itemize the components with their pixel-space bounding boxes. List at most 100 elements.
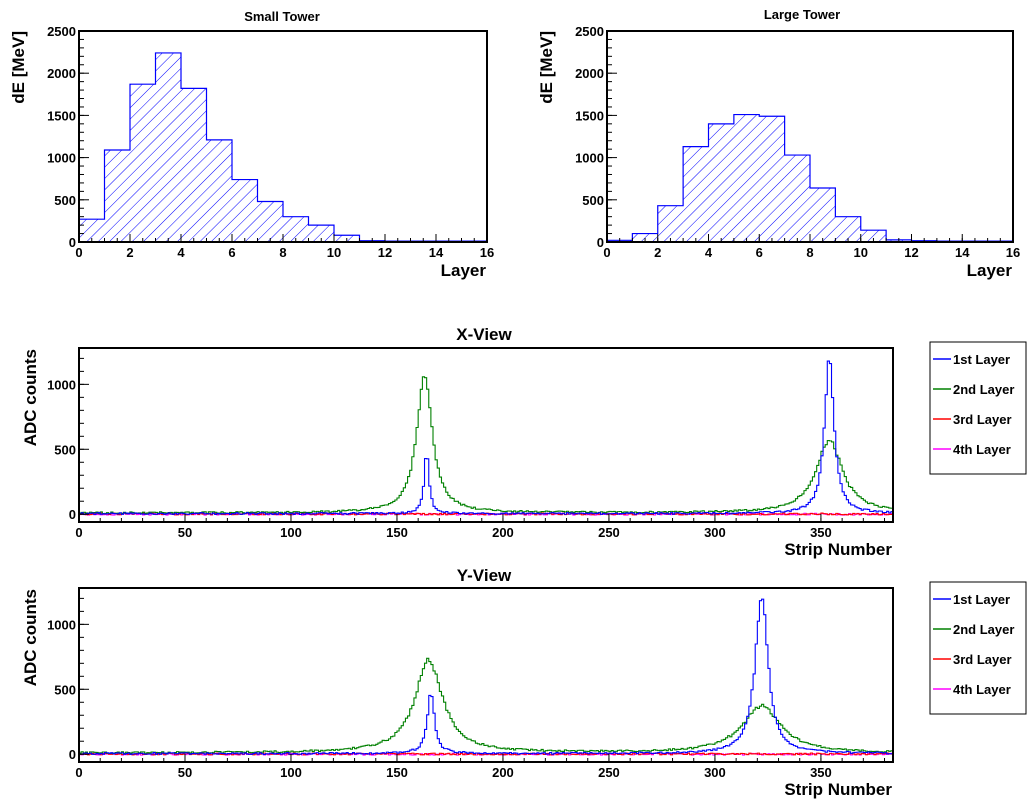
- histogram-outline: [606, 113, 1014, 242]
- x-tick-label: 12: [904, 245, 918, 260]
- histogram-bar: [784, 155, 810, 242]
- y-axis-label: ADC counts: [21, 349, 40, 446]
- y-tick-label: 1000: [47, 151, 76, 166]
- histogram-bar: [283, 216, 309, 242]
- x-tick-label: 200: [492, 525, 514, 540]
- y-tick-label: 1500: [575, 108, 604, 123]
- legend-box: [929, 341, 1027, 475]
- x-tick-label: 50: [178, 765, 192, 780]
- x-axis-label: Strip Number: [784, 540, 892, 559]
- series-lines: [79, 360, 893, 516]
- series-line: [79, 376, 893, 515]
- y-tick-label: 500: [54, 682, 76, 697]
- chart-title: X-View: [456, 325, 512, 344]
- histogram-bar: [308, 225, 334, 242]
- histogram-bar: [257, 201, 283, 242]
- chart-title: Y-View: [457, 566, 512, 585]
- panel-y-view: Y-View ADC counts Strip Number 0 50 100 150…: [21, 566, 1027, 799]
- histogram-bar: [181, 88, 207, 242]
- legend-box: [929, 581, 1027, 715]
- legend-label: 3rd Layer: [953, 652, 1012, 667]
- y-tick-label: 2000: [575, 66, 604, 81]
- x-tick-label: 50: [178, 525, 192, 540]
- x-tick-label: 2: [654, 245, 661, 260]
- histogram-bar: [810, 187, 836, 242]
- legend: 1st Layer 2nd Layer 3rd Layer 4th Layer: [929, 341, 1027, 475]
- x-tick-label: 150: [386, 765, 408, 780]
- x-tick-label: 12: [378, 245, 392, 260]
- histogram-bar: [683, 146, 709, 242]
- x-tick-label: 10: [327, 245, 341, 260]
- plot-frame: [606, 30, 1014, 243]
- histogram-bar: [657, 205, 684, 242]
- x-tick-label: 350: [810, 525, 832, 540]
- legend-label: 2nd Layer: [953, 622, 1014, 637]
- x-tick-label: 8: [806, 245, 813, 260]
- y-tick-label: 0: [597, 235, 604, 250]
- histogram-bar: [759, 116, 785, 242]
- panel-x-view: X-View ADC counts Strip Number 0 50 100 150…: [21, 325, 1027, 559]
- y-tick-label: 1000: [47, 617, 76, 632]
- x-tick-label: 300: [704, 525, 726, 540]
- y-tick-label: 500: [54, 193, 76, 208]
- x-tick-label: 300: [704, 765, 726, 780]
- legend-label: 3rd Layer: [953, 412, 1012, 427]
- histogram-bar: [835, 216, 861, 242]
- legend-label: 2nd Layer: [953, 382, 1014, 397]
- legend-label: 1st Layer: [953, 592, 1010, 607]
- y-tick-label: 0: [69, 507, 76, 522]
- x-tick-label: 16: [1006, 245, 1020, 260]
- y-tick-label: 2500: [575, 24, 604, 39]
- legend-label: 1st Layer: [953, 352, 1010, 367]
- y-tick-label: 0: [69, 747, 76, 762]
- x-tick-label: 6: [228, 245, 235, 260]
- histogram-bar: [206, 139, 232, 242]
- x-tick-label: 4: [705, 245, 713, 260]
- y-tick-label: 2500: [47, 24, 76, 39]
- x-tick-label: 250: [598, 765, 620, 780]
- y-axis-label: dE [MeV]: [9, 31, 28, 104]
- histogram-bar: [104, 150, 130, 242]
- x-axis-label: Strip Number: [784, 780, 892, 799]
- histogram-bar: [232, 179, 258, 242]
- axis-ticks: 0 50 100 150 200 250 300 350 0 500 1000: [47, 597, 886, 780]
- y-tick-label: 1000: [575, 151, 604, 166]
- panel-small-tower: Small Tower dE [MeV] Layer 0 2 4 6 8 10 12 14 16…: [9, 9, 494, 280]
- legend-label: 4th Layer: [953, 682, 1011, 697]
- series-line: [79, 657, 893, 755]
- series-lines: [79, 598, 893, 756]
- legend: 1st Layer 2nd Layer 3rd Layer 4th Layer: [929, 581, 1027, 715]
- y-tick-label: 2000: [47, 66, 76, 81]
- y-tick-label: 500: [582, 193, 604, 208]
- x-tick-label: 100: [280, 765, 302, 780]
- x-tick-label: 200: [492, 765, 514, 780]
- x-tick-label: 250: [598, 525, 620, 540]
- x-tick-label: 14: [955, 245, 970, 260]
- histogram-bar: [130, 84, 156, 242]
- y-tick-label: 500: [54, 442, 76, 457]
- y-tick-label: 0: [69, 235, 76, 250]
- histogram-bar: [708, 123, 734, 242]
- y-axis-label: dE [MeV]: [537, 31, 556, 104]
- x-axis-label: Layer: [441, 261, 487, 280]
- panel-large-tower: Large Tower dE [MeV] Layer 0 2 4 6 8 10 12 14 16…: [537, 7, 1020, 280]
- x-axis-label: Layer: [967, 261, 1013, 280]
- x-tick-label: 2: [126, 245, 133, 260]
- histogram-bar: [155, 52, 181, 242]
- x-tick-label: 16: [480, 245, 494, 260]
- histogram-bar: [632, 233, 658, 242]
- chart-title: Small Tower: [244, 9, 320, 24]
- histogram-bar: [860, 230, 887, 242]
- x-tick-label: 0: [75, 525, 82, 540]
- x-tick-label: 0: [75, 245, 82, 260]
- x-tick-label: 0: [603, 245, 610, 260]
- x-tick-label: 350: [810, 765, 832, 780]
- histogram-bars: [78, 52, 488, 242]
- histogram-bar: [79, 219, 105, 242]
- series-line: [79, 360, 893, 515]
- x-tick-label: 100: [280, 525, 302, 540]
- x-tick-label: 14: [429, 245, 444, 260]
- axis-ticks: 0 50 100 150 200 250 300 350 0 500 1000: [47, 357, 886, 540]
- x-tick-label: 150: [386, 525, 408, 540]
